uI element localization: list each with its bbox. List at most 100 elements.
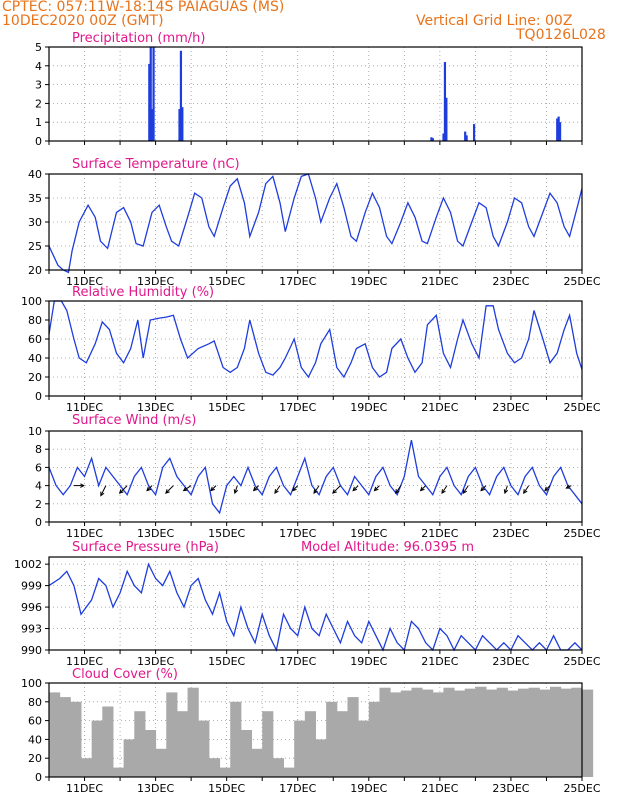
cloud-bar: [571, 687, 583, 777]
cloud-bar: [112, 767, 125, 777]
precip-bar: [178, 109, 181, 141]
x-tick-label: 13DEC: [137, 527, 174, 540]
wind-arrow: [373, 485, 380, 492]
x-tick-label: 19DEC: [350, 527, 387, 540]
x-tick-label: 17DEC: [279, 655, 316, 668]
x-tick-label: 15DEC: [208, 401, 245, 414]
precip-bar: [464, 131, 467, 141]
precip-panel: 0 1 2 3 4 5 Precipitation (mm/h): [35, 31, 583, 148]
x-tick-label: 15DEC: [208, 527, 245, 540]
y-tick-label: 40: [28, 733, 42, 746]
cloud-bar: [208, 758, 221, 777]
x-tick-label: 13DEC: [137, 275, 174, 288]
y-tick-label: 0: [35, 771, 42, 784]
temp-title: Surface Temperature (nC): [72, 157, 240, 172]
wind-arrow: [146, 485, 153, 492]
cloud-bar: [390, 692, 402, 777]
cloud-bar: [91, 720, 103, 777]
x-tick-label: 21DEC: [421, 275, 458, 288]
precip-bar: [148, 63, 151, 141]
x-tick-label: 23DEC: [492, 527, 529, 540]
x-tick-label: 23DEC: [492, 782, 529, 795]
wind-arrow: [118, 485, 128, 494]
cloud-bar: [230, 701, 242, 777]
y-tick-label: 60: [28, 715, 42, 728]
header-datetime: 10DEC2020 00Z (GMT): [2, 13, 164, 29]
y-tick-label: 5: [35, 41, 42, 54]
wind-arrow: [274, 485, 281, 495]
x-tick-label: 13DEC: [137, 782, 174, 795]
precip-title: Precipitation (mm/h): [72, 31, 205, 46]
x-tick-label: 21DEC: [421, 782, 458, 795]
wind-arrow: [313, 485, 320, 495]
y-tick-label: 25: [28, 240, 42, 253]
wind-frame: [48, 430, 583, 523]
precip-bar: [431, 138, 434, 141]
y-tick-label: 2: [35, 97, 42, 110]
header-code: TQ0126L028: [516, 27, 606, 43]
precip-bar: [443, 62, 447, 141]
cloud-bar: [496, 687, 508, 777]
cloud-bar: [272, 758, 285, 777]
header-grid-note: Vertical Grid Line: 00Z: [416, 13, 573, 29]
precip-bar: [465, 135, 468, 141]
y-tick-label: 4: [35, 60, 42, 73]
wind-arrow: [565, 484, 572, 489]
precip-bar: [149, 47, 152, 141]
x-tick-label: 21DEC: [421, 655, 458, 668]
y-tick-label: 990: [21, 644, 42, 657]
cloud-frame: [48, 682, 583, 778]
y-tick-label: 996: [21, 601, 42, 614]
temp-frame: [48, 173, 583, 271]
y-tick-label: 40: [28, 168, 42, 181]
pressure-panel: 990 993 996 999 1002 11DEC 13DEC 15DEC 17DEC 19DE…: [14, 540, 601, 668]
x-tick-label: 21DEC: [421, 401, 458, 414]
precip-bar: [179, 50, 183, 142]
x-tick-label: 21DEC: [421, 527, 458, 540]
rh-title: Relative Humidity (%): [72, 285, 214, 300]
x-tick-label: 23DEC: [492, 275, 529, 288]
wind-arrow: [100, 485, 107, 497]
y-tick-label: 10: [28, 425, 42, 438]
cloud-bar: [176, 711, 189, 777]
precip-bar: [442, 133, 445, 141]
precip-bar: [557, 116, 560, 141]
cloud-bar: [528, 687, 540, 777]
y-tick-label: 35: [28, 192, 42, 205]
cloud-bar: [198, 720, 210, 777]
cloud-bar: [347, 697, 359, 777]
cloud-bar: [326, 701, 338, 777]
x-tick-label: 19DEC: [350, 275, 387, 288]
x-tick-label: 25DEC: [563, 782, 600, 795]
cloud-bar: [304, 711, 316, 777]
x-tick-label: 19DEC: [350, 655, 387, 668]
wind-title: Surface Wind (m/s): [72, 413, 196, 428]
x-tick-label: 13DEC: [137, 401, 174, 414]
cloud-bar: [475, 686, 487, 777]
precip-bar: [445, 97, 448, 141]
cloud-bar: [486, 689, 498, 777]
wind-arrow: [441, 485, 448, 495]
y-tick-label: 4: [35, 480, 42, 493]
x-tick-label: 25DEC: [563, 401, 600, 414]
x-tick-label: 11DEC: [66, 401, 103, 414]
y-tick-label: 0: [35, 135, 42, 148]
cloud-panel: 0 20 40 60 80 100 11DEC 13DEC 15DEC 17DEC 19DEC 21D…: [21, 667, 601, 795]
cloud-bar: [102, 706, 114, 777]
cloud-bar: [411, 687, 423, 777]
wind-arrow: [419, 485, 427, 492]
y-tick-label: 80: [28, 696, 42, 709]
x-tick-label: 17DEC: [279, 782, 316, 795]
y-tick-label: 40: [28, 352, 42, 365]
cloud-bar: [49, 692, 61, 777]
cloud-bar: [379, 687, 391, 777]
cloud-bar: [70, 701, 82, 777]
y-tick-label: 1002: [14, 558, 42, 571]
precip-bar: [556, 118, 559, 141]
cloud-bar: [219, 767, 231, 777]
x-tick-label: 25DEC: [563, 655, 600, 668]
y-tick-label: 2: [35, 498, 42, 511]
wind-arrow: [73, 483, 85, 488]
precip-frame: [48, 46, 583, 142]
x-tick-label: 19DEC: [350, 782, 387, 795]
